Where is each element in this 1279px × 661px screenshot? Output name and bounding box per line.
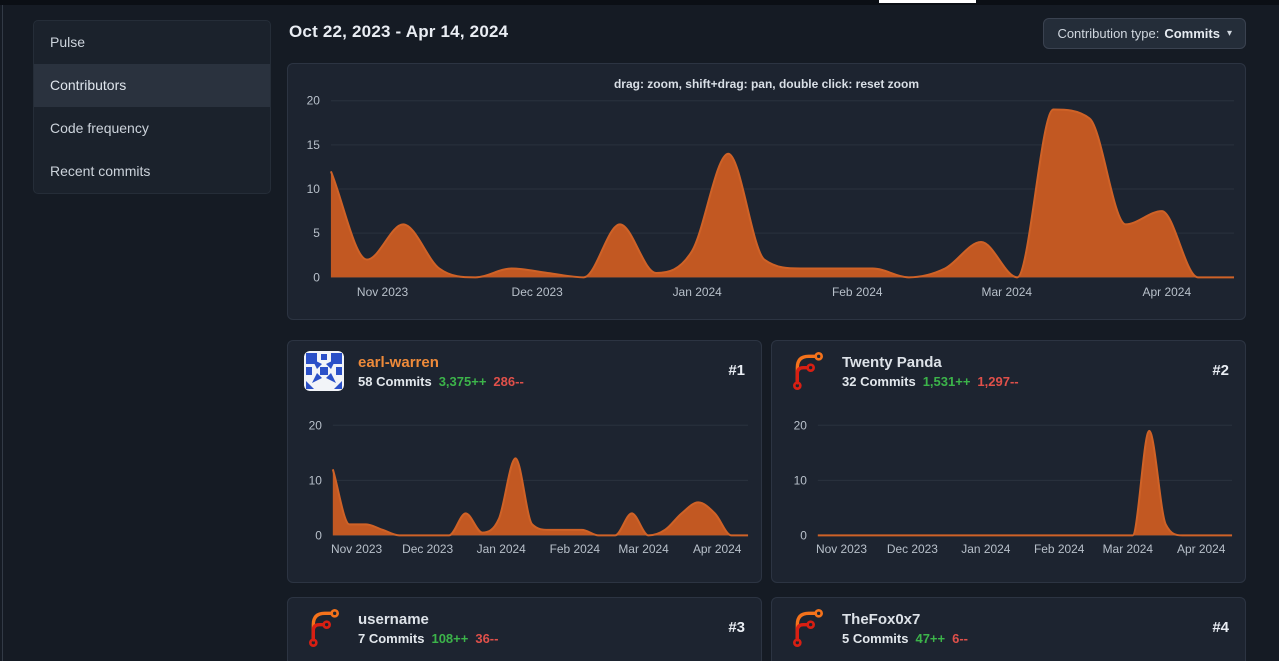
- svg-text:Apr 2024: Apr 2024: [693, 542, 742, 556]
- commit-count: 58 Commits: [358, 373, 432, 389]
- sidebar-item-contributors[interactable]: Contributors: [34, 64, 270, 107]
- deletions-count: 1,297--: [977, 373, 1019, 389]
- sidebar-item-pulse[interactable]: Pulse: [50, 34, 86, 50]
- contributor-card: 0 10 20 Nov 2023 Dec 2023 Jan 2024 Feb 2024 Mar…: [771, 340, 1246, 583]
- svg-text:20: 20: [794, 418, 808, 432]
- contributor-card-header: TheFox0x7 5 Commits 47++ 6-- #4: [772, 598, 1245, 658]
- svg-text:10: 10: [307, 182, 321, 196]
- svg-text:0: 0: [313, 270, 320, 284]
- page-left-border: [2, 5, 3, 661]
- additions-count: 1,531++: [922, 373, 971, 389]
- contributor-card-header: earl-warren 58 Commits 3,375++ 286-- #1: [288, 341, 761, 401]
- svg-text:Feb 2024: Feb 2024: [832, 285, 883, 299]
- commit-count: 32 Commits: [842, 373, 916, 389]
- contributor-name[interactable]: earl-warren: [358, 353, 439, 371]
- svg-text:Dec 2023: Dec 2023: [512, 285, 564, 299]
- top-nav-strip: [0, 0, 1279, 5]
- contributor-stats: 58 Commits 3,375++ 286--: [358, 374, 524, 389]
- rank-badge: #4: [1212, 619, 1229, 636]
- contributor-card-header: Twenty Panda 32 Commits 1,531++ 1,297-- …: [772, 341, 1245, 401]
- contributor-1-chart[interactable]: 0 10 20 Nov 2023 Dec 2023 Jan 2024 Feb 2024 Mar…: [288, 341, 761, 582]
- deletions-count: 36--: [475, 630, 499, 646]
- svg-text:Nov 2023: Nov 2023: [357, 285, 409, 299]
- sidebar-item-code-frequency[interactable]: Code frequency: [50, 120, 149, 136]
- commit-count: 5 Commits: [842, 630, 909, 646]
- forgejo-logo-avatar: [788, 351, 828, 391]
- additions-count: 3,375++: [438, 373, 487, 389]
- contributor-card: username 7 Commits 108++ 36-- #3: [287, 597, 762, 661]
- svg-text:Jan 2024: Jan 2024: [673, 285, 723, 299]
- insights-sidebar: Pulse Contributors Code frequency Recent…: [33, 20, 271, 194]
- svg-text:Jan 2024: Jan 2024: [961, 542, 1010, 556]
- active-tab-underline: [879, 0, 976, 3]
- contributor-stats: 5 Commits 47++ 6--: [842, 631, 968, 646]
- svg-text:Feb 2024: Feb 2024: [1034, 542, 1085, 556]
- rank-badge: #1: [728, 362, 745, 379]
- main-contributions-chart[interactable]: 0 5 10 15 20 Nov 2023 Dec 2023 Jan 2024 Feb 2024…: [288, 64, 1245, 319]
- rank-badge: #3: [728, 619, 745, 636]
- svg-text:20: 20: [309, 418, 323, 432]
- contributor-card: 0 10 20 Nov 2023 Dec 2023 Jan 2024 Feb 2024 Mar…: [287, 340, 762, 583]
- additions-count: 108++: [431, 630, 469, 646]
- contributor-card: TheFox0x7 5 Commits 47++ 6-- #4: [771, 597, 1246, 661]
- svg-text:5: 5: [313, 226, 320, 240]
- contributor-card-header: username 7 Commits 108++ 36-- #3: [288, 598, 761, 658]
- svg-text:20: 20: [307, 94, 321, 108]
- svg-text:Dec 2023: Dec 2023: [402, 542, 453, 556]
- deletions-count: 286--: [493, 373, 524, 389]
- contribution-type-dropdown[interactable]: Contribution type: Commits ▾: [1043, 18, 1246, 49]
- additions-count: 47++: [915, 630, 946, 646]
- date-range-title: Oct 22, 2023 - Apr 14, 2024: [289, 22, 509, 41]
- forgejo-logo-avatar: [788, 608, 828, 648]
- svg-text:15: 15: [307, 138, 321, 152]
- svg-text:Mar 2024: Mar 2024: [982, 285, 1033, 299]
- svg-text:Dec 2023: Dec 2023: [887, 542, 938, 556]
- svg-text:Nov 2023: Nov 2023: [816, 542, 867, 556]
- svg-text:10: 10: [794, 473, 808, 487]
- svg-text:Jan 2024: Jan 2024: [477, 542, 526, 556]
- svg-text:Nov 2023: Nov 2023: [331, 542, 382, 556]
- svg-text:Mar 2024: Mar 2024: [1103, 542, 1154, 556]
- contributor-stats: 7 Commits 108++ 36--: [358, 631, 498, 646]
- svg-text:Apr 2024: Apr 2024: [1177, 542, 1226, 556]
- identicon-avatar: [304, 351, 344, 391]
- contributor-name: TheFox0x7: [842, 610, 921, 628]
- contributor-name: Twenty Panda: [842, 353, 942, 371]
- deletions-count: 6--: [952, 630, 969, 646]
- chart-zoom-hint: drag: zoom, shift+drag: pan, double clic…: [613, 77, 920, 91]
- commit-count: 7 Commits: [358, 630, 425, 646]
- contribution-type-label: Contribution type:: [1057, 26, 1160, 41]
- contribution-type-value: Commits: [1164, 26, 1220, 41]
- svg-text:10: 10: [309, 473, 323, 487]
- contributor-name: username: [358, 610, 429, 628]
- contributor-2-chart[interactable]: 0 10 20 Nov 2023 Dec 2023 Jan 2024 Feb 2024 Mar…: [772, 341, 1245, 582]
- chevron-down-icon: ▾: [1226, 28, 1232, 39]
- svg-text:Apr 2024: Apr 2024: [1143, 285, 1192, 299]
- rank-badge: #2: [1212, 362, 1229, 379]
- svg-text:Mar 2024: Mar 2024: [618, 542, 669, 556]
- svg-text:Feb 2024: Feb 2024: [550, 542, 601, 556]
- main-contributions-panel: drag: zoom, shift+drag: pan, double clic…: [287, 63, 1246, 320]
- svg-text:0: 0: [315, 528, 322, 542]
- svg-text:0: 0: [800, 528, 807, 542]
- forgejo-logo-avatar: [304, 608, 344, 648]
- sidebar-item-recent-commits[interactable]: Recent commits: [50, 163, 151, 179]
- contributor-stats: 32 Commits 1,531++ 1,297--: [842, 374, 1019, 389]
